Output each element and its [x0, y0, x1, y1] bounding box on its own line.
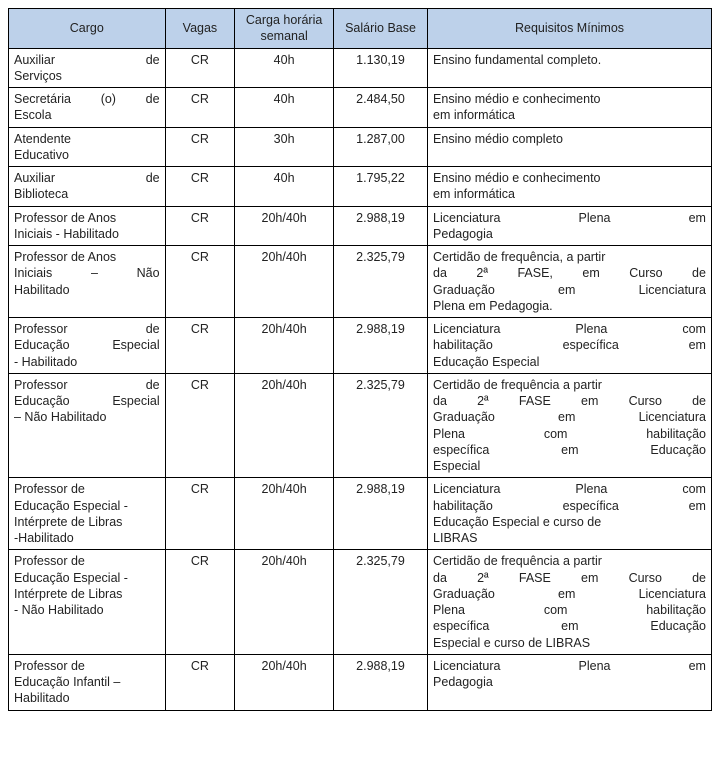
cell-cargo: AtendenteEducativo [9, 127, 166, 167]
table-row: Secretária(o)deEscolaCR40h2.484,50Ensino… [9, 88, 712, 128]
cell-req: Certidão de frequência a partirda2ªFASEe… [428, 373, 712, 478]
cell-req: Ensino fundamental completo. [428, 48, 712, 88]
cell-req: LicenciaturaPlenacomhabilitaçãoespecífic… [428, 478, 712, 550]
col-header-salario: Salário Base [333, 9, 427, 49]
cell-vagas: CR [165, 478, 235, 550]
cell-salario: 1.795,22 [333, 167, 427, 207]
cell-vagas: CR [165, 206, 235, 246]
cell-vagas: CR [165, 246, 235, 318]
cell-carga: 40h [235, 167, 334, 207]
cell-salario: 2.988,19 [333, 206, 427, 246]
cell-vagas: CR [165, 318, 235, 374]
cell-cargo: AuxiliardeBiblioteca [9, 167, 166, 207]
cell-vagas: CR [165, 373, 235, 478]
table-body: AuxiliardeServiçosCR40h1.130,19Ensino fu… [9, 48, 712, 710]
cell-salario: 2.988,19 [333, 478, 427, 550]
table-row: AtendenteEducativoCR30h1.287,00Ensino mé… [9, 127, 712, 167]
table-row: Professor deEducação Especial -Intérpret… [9, 550, 712, 655]
table-row: Professor deEducação Infantil –Habilitad… [9, 654, 712, 710]
cell-salario: 2.325,79 [333, 373, 427, 478]
cell-carga: 20h/40h [235, 550, 334, 655]
table-row: AuxiliardeServiçosCR40h1.130,19Ensino fu… [9, 48, 712, 88]
cell-cargo: Professor deEducação Especial -Intérpret… [9, 550, 166, 655]
cell-carga: 20h/40h [235, 478, 334, 550]
col-header-vagas: Vagas [165, 9, 235, 49]
col-header-cargo: Cargo [9, 9, 166, 49]
cell-req: Certidão de frequência a partirda2ªFASEe… [428, 550, 712, 655]
cell-req: Ensino médio e conhecimentoem informátic… [428, 88, 712, 128]
cell-cargo: Secretária(o)deEscola [9, 88, 166, 128]
col-header-carga: Carga horária semanal [235, 9, 334, 49]
cell-vagas: CR [165, 654, 235, 710]
cell-salario: 2.988,19 [333, 654, 427, 710]
cell-carga: 40h [235, 48, 334, 88]
cell-carga: 20h/40h [235, 318, 334, 374]
jobs-table: CargoVagasCarga horária semanalSalário B… [8, 8, 712, 711]
cell-cargo: Professor de AnosIniciais–NãoHabilitado [9, 246, 166, 318]
cell-req: LicenciaturaPlenaemPedagogia [428, 206, 712, 246]
cell-salario: 2.325,79 [333, 246, 427, 318]
table-header-row: CargoVagasCarga horária semanalSalário B… [9, 9, 712, 49]
cell-req: LicenciaturaPlenaemPedagogia [428, 654, 712, 710]
cell-cargo: Professor deEducação Especial -Intérpret… [9, 478, 166, 550]
cell-salario: 1.130,19 [333, 48, 427, 88]
cell-cargo: Professor deEducação Infantil –Habilitad… [9, 654, 166, 710]
cell-carga: 20h/40h [235, 206, 334, 246]
cell-carga: 20h/40h [235, 373, 334, 478]
cell-vagas: CR [165, 88, 235, 128]
cell-req: Certidão de frequência, a partirda2ªFASE… [428, 246, 712, 318]
cell-vagas: CR [165, 127, 235, 167]
cell-cargo: ProfessordeEducaçãoEspecial– Não Habilit… [9, 373, 166, 478]
cell-req: Ensino médio e conhecimentoem informátic… [428, 167, 712, 207]
cell-carga: 40h [235, 88, 334, 128]
table-row: Professor de AnosIniciais–NãoHabilitadoC… [9, 246, 712, 318]
table-row: Professor deEducação Especial -Intérpret… [9, 478, 712, 550]
cell-salario: 2.484,50 [333, 88, 427, 128]
cell-carga: 20h/40h [235, 246, 334, 318]
cell-req: Ensino médio completo [428, 127, 712, 167]
cell-req: LicenciaturaPlenacomhabilitaçãoespecífic… [428, 318, 712, 374]
cell-carga: 20h/40h [235, 654, 334, 710]
cell-cargo: ProfessordeEducaçãoEspecial- Habilitado [9, 318, 166, 374]
cell-salario: 2.325,79 [333, 550, 427, 655]
table-row: Professor de AnosIniciais - HabilitadoCR… [9, 206, 712, 246]
cell-vagas: CR [165, 48, 235, 88]
cell-cargo: AuxiliardeServiços [9, 48, 166, 88]
table-row: ProfessordeEducaçãoEspecial- HabilitadoC… [9, 318, 712, 374]
cell-salario: 1.287,00 [333, 127, 427, 167]
cell-salario: 2.988,19 [333, 318, 427, 374]
cell-cargo: Professor de AnosIniciais - Habilitado [9, 206, 166, 246]
cell-carga: 30h [235, 127, 334, 167]
cell-vagas: CR [165, 550, 235, 655]
table-row: AuxiliardeBibliotecaCR40h1.795,22Ensino … [9, 167, 712, 207]
table-row: ProfessordeEducaçãoEspecial– Não Habilit… [9, 373, 712, 478]
col-header-req: Requisitos Mínimos [428, 9, 712, 49]
cell-vagas: CR [165, 167, 235, 207]
